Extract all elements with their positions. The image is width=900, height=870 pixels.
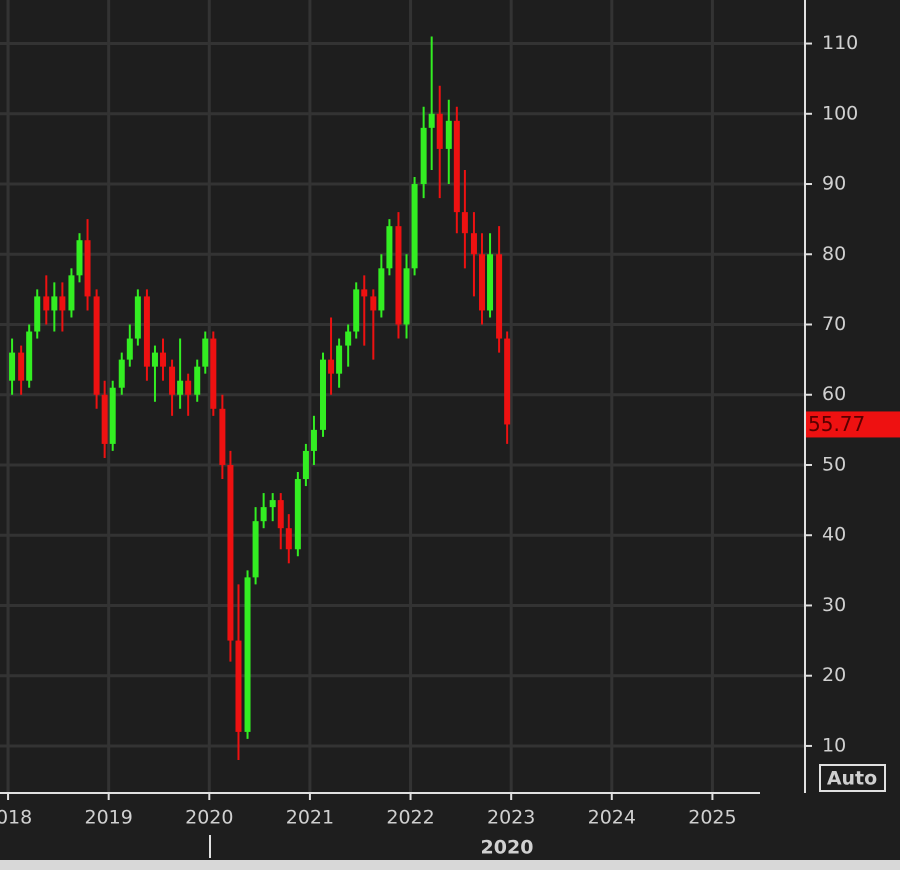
candle-body <box>143 296 150 367</box>
candle-body <box>269 500 276 508</box>
candle-body <box>336 345 343 374</box>
candle-body <box>302 450 309 480</box>
candle-body <box>76 240 83 276</box>
bottom-strip <box>0 860 900 870</box>
candle-body <box>134 296 141 339</box>
candle-body <box>395 226 402 325</box>
candle-body <box>370 296 377 311</box>
candle-body <box>345 331 352 346</box>
candle-body <box>252 521 259 578</box>
y-tick-label: 90 <box>822 173 846 195</box>
candle-body <box>26 331 33 381</box>
candle-body <box>244 577 251 732</box>
candle-body <box>101 394 108 444</box>
candle-body <box>487 254 494 311</box>
candle-body <box>235 640 242 732</box>
candle-body <box>194 366 201 395</box>
candle-body <box>478 254 485 311</box>
y-tick-label: 100 <box>822 102 858 124</box>
candle-body <box>436 113 443 149</box>
x-tick-label: 2025 <box>688 807 736 829</box>
candle-body <box>34 296 41 332</box>
x-tick-label: 2024 <box>588 807 636 829</box>
candle-body <box>403 268 410 325</box>
candle-body <box>219 408 226 465</box>
x-tick-label: 2023 <box>487 807 535 829</box>
candle-body <box>386 226 393 269</box>
candle-body <box>470 233 477 255</box>
x-tick-label: 2018 <box>0 807 32 829</box>
candle-body <box>177 380 184 395</box>
x-tick-label: 2019 <box>84 807 132 829</box>
candle-body <box>328 359 335 374</box>
candle-body <box>453 120 460 213</box>
candle-body <box>445 120 452 149</box>
last-price-box <box>806 411 900 438</box>
candle-body <box>109 387 116 444</box>
candle-body <box>227 464 234 641</box>
candle-body <box>59 296 66 311</box>
candle-body <box>68 275 75 311</box>
x-tick-label: 2020 <box>185 807 233 829</box>
candle-body <box>320 359 327 430</box>
y-tick-label: 50 <box>822 453 846 475</box>
candle-body <box>428 113 435 128</box>
candle-body <box>126 338 133 360</box>
secondary-x-label: 2020 <box>481 837 534 859</box>
candle-body <box>260 507 267 522</box>
candle-body <box>43 296 50 311</box>
candle-body <box>285 528 292 550</box>
candle-body <box>361 289 368 297</box>
candle-body <box>202 338 209 367</box>
candle-body <box>93 296 100 395</box>
candle-body <box>496 254 503 339</box>
candle-body <box>169 366 176 395</box>
y-tick-label: 80 <box>822 243 846 265</box>
candle-body <box>185 380 192 395</box>
x-tick-label: 2022 <box>386 807 434 829</box>
x-tick-label: 2021 <box>286 807 334 829</box>
y-tick-label: 60 <box>822 383 846 405</box>
candle-body <box>210 338 217 409</box>
candle-body <box>118 359 125 388</box>
candle-body <box>84 240 91 297</box>
y-tick-label: 70 <box>822 313 846 335</box>
candle-body <box>353 289 360 332</box>
candle-body <box>51 296 58 311</box>
y-tick-label: 30 <box>822 594 846 616</box>
candle-body <box>411 184 418 269</box>
y-tick-label: 110 <box>822 32 858 54</box>
auto-button[interactable] <box>819 764 886 792</box>
candle-body <box>151 352 158 367</box>
y-tick-label: 20 <box>822 664 846 686</box>
last-price-label: 55.77 <box>808 412 865 436</box>
candle-body <box>277 500 284 529</box>
candle-body <box>18 352 25 381</box>
y-tick-label: 40 <box>822 524 846 546</box>
candle-body <box>310 429 317 451</box>
candle-body <box>378 268 385 311</box>
candle-body <box>461 212 468 234</box>
candle-body <box>160 352 167 367</box>
candle-body <box>9 352 16 381</box>
candle-body <box>504 338 511 425</box>
candle-body <box>420 127 427 185</box>
auto-button-label[interactable]: Auto <box>827 768 877 790</box>
y-tick-label: 10 <box>822 734 846 756</box>
candle-body <box>294 479 301 550</box>
